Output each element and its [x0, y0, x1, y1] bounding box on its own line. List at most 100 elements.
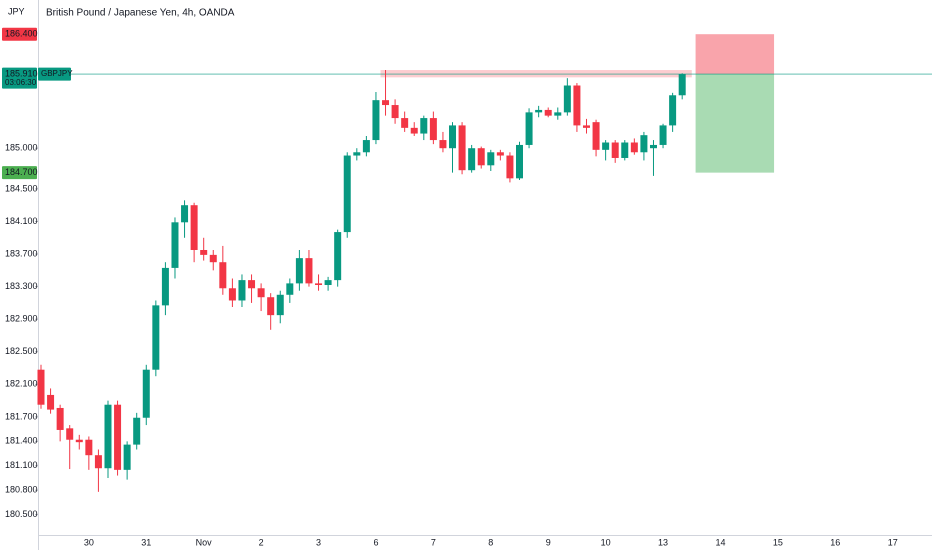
countdown: 03:06:30 [5, 78, 37, 87]
candle-body [171, 222, 179, 268]
last-price-label: 185.910 [5, 68, 38, 78]
candle-body [640, 135, 648, 153]
y-tick-label: 182.900 [5, 314, 38, 324]
y-tick-label: 182.500 [5, 346, 38, 356]
stop-label-bg [2, 27, 37, 41]
candle-body [487, 152, 495, 166]
x-tick-label: 2 [259, 537, 264, 547]
y-tick-label: 183.700 [5, 248, 38, 258]
y-tick-label: 181.400 [5, 436, 38, 446]
candle-body [315, 283, 323, 286]
candle-body [133, 417, 141, 445]
y-tick-label: 184.100 [5, 216, 38, 226]
symbol-bg [38, 67, 71, 81]
candle-body [209, 254, 217, 263]
y-tick-label: 180.800 [5, 485, 38, 495]
candle-body [506, 155, 514, 179]
candle-body [401, 118, 409, 128]
x-tick-label: 10 [601, 537, 611, 547]
y-tick-label: 181.100 [5, 460, 38, 470]
candle-body [420, 118, 428, 134]
last-price-bg [2, 67, 37, 89]
candle-body [496, 152, 504, 156]
candle-body [477, 148, 485, 166]
y-tick-label: 184.500 [5, 183, 38, 193]
stop-zone [695, 34, 775, 75]
candle-body [123, 444, 131, 470]
candle-body [630, 142, 638, 153]
x-tick-label: 16 [830, 537, 840, 547]
candle-body [37, 369, 45, 405]
y-tick-label: 181.700 [5, 411, 38, 421]
x-tick-label: 9 [546, 537, 551, 547]
x-tick-label: 13 [658, 537, 668, 547]
candle-body [554, 112, 562, 116]
candle-body [563, 85, 571, 113]
candle-body [343, 155, 351, 233]
candle-body [449, 125, 457, 149]
candle-body [248, 280, 256, 289]
x-tick-label: 7 [431, 537, 436, 547]
x-tick-label: 31 [141, 537, 151, 547]
candle-body [238, 280, 246, 301]
candle-body [372, 100, 380, 141]
candle-body [75, 439, 83, 443]
candle-body [257, 288, 265, 298]
candle-body [324, 280, 332, 286]
x-tick-label: Nov [196, 537, 213, 547]
target-label-bg [2, 166, 37, 180]
candle-body [649, 144, 657, 149]
candle-body [544, 109, 552, 116]
y-tick-label: 185.000 [5, 143, 38, 153]
candle-body [439, 140, 447, 149]
candle-body [429, 118, 437, 141]
x-tick-label: 14 [715, 537, 725, 547]
candle-body [161, 267, 169, 306]
candle-body [142, 369, 150, 418]
candle-body [535, 109, 543, 113]
candle-body [382, 100, 390, 106]
candle-body [267, 297, 275, 316]
x-tick-label: 30 [84, 537, 94, 547]
candle-body [525, 112, 533, 145]
candle-body [190, 205, 198, 250]
candle-body [286, 283, 294, 295]
candle-body [104, 404, 112, 469]
chart-title: British Pound / Japanese Yen, 4h, OANDA [46, 8, 235, 19]
candle-body [305, 258, 313, 284]
y-tick-label: 183.300 [5, 281, 38, 291]
candle-body [94, 455, 102, 469]
currency: JPY [8, 6, 25, 16]
candle-body [181, 205, 189, 223]
candle-body [152, 305, 160, 370]
candle-body [516, 144, 523, 179]
candle-body [362, 140, 370, 153]
candle-body [334, 232, 342, 281]
candle-body [669, 95, 677, 126]
target-label: 184.700 [5, 167, 38, 177]
target-zone [695, 74, 775, 173]
candle-body [276, 294, 284, 316]
candle-body [353, 152, 361, 156]
candle-body [582, 125, 590, 128]
candle-body [458, 125, 466, 171]
candle-body [391, 105, 399, 119]
y-tick-label: 180.500 [5, 509, 38, 519]
candle-body [659, 125, 667, 145]
x-tick-label: 15 [773, 537, 783, 547]
symbol-label: GBPJPY [41, 69, 73, 78]
candle-body [410, 127, 418, 134]
candle-body [602, 142, 610, 150]
candle-body [66, 428, 74, 440]
x-tick-label: 17 [888, 537, 898, 547]
candle-body [678, 74, 686, 96]
resistance-zone [380, 70, 692, 78]
x-tick-label: 3 [316, 537, 321, 547]
candle-body [47, 394, 55, 410]
x-tick-label: 8 [488, 537, 493, 547]
candle-body [295, 258, 303, 284]
candle-body [114, 404, 122, 470]
